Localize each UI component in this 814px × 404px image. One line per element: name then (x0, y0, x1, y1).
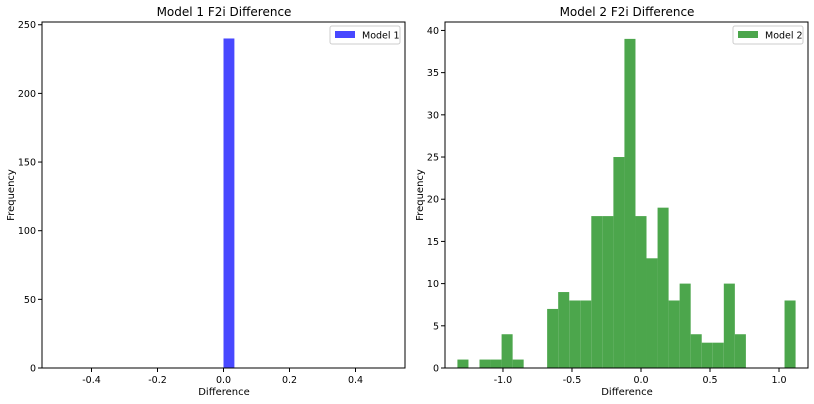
y-tick-label: 10 (427, 279, 439, 290)
y-axis-ticks: 0 5 10 15 20 25 30 35 40 (427, 26, 445, 375)
histogram-bar (558, 292, 570, 368)
histogram-bar (701, 342, 713, 368)
y-tick-label: 5 (433, 321, 439, 332)
histogram-bar (646, 258, 658, 368)
histogram-bar (734, 334, 746, 368)
legend-swatch (738, 31, 758, 38)
x-axis-ticks: -0.4 -0.2 0.0 0.2 0.4 (82, 368, 363, 386)
histogram-bar (512, 359, 524, 368)
histogram-bar (657, 207, 669, 368)
legend-box (732, 25, 804, 45)
x-tick-label: 0.5 (702, 375, 717, 386)
histogram-bar (679, 283, 691, 368)
x-tick-label: 0.0 (633, 375, 648, 386)
y-axis-label: Frequency (6, 169, 17, 221)
bar-group (457, 38, 796, 368)
histogram-bar (223, 38, 235, 368)
plot-frame (444, 21, 809, 369)
y-tick-label: 50 (24, 295, 36, 306)
y-axis-label: Frequency (415, 169, 426, 221)
y-tick-label: 35 (427, 68, 439, 79)
x-axis-label: Difference (601, 387, 653, 398)
histogram-bar (602, 216, 614, 368)
y-tick-label: 30 (427, 110, 439, 121)
legend: Model 2 (732, 25, 804, 45)
y-tick-label: 200 (18, 89, 36, 100)
x-tick-label: -0.4 (82, 375, 101, 386)
legend-label: Model 1 (362, 31, 400, 42)
x-tick-label: 0.2 (282, 375, 297, 386)
y-tick-label: 20 (427, 195, 439, 206)
histogram-bar (501, 334, 513, 368)
legend-label: Model 2 (765, 31, 803, 42)
x-tick-label: 0.0 (216, 375, 231, 386)
y-tick-label: 150 (18, 158, 36, 169)
histogram-bar (591, 216, 603, 368)
histogram-bar (479, 359, 491, 368)
chart-panel-model-2: Model 2 F2i Difference -1.0 -0.5 0.0 0.5 1.0… (415, 5, 809, 398)
chart-title: Model 2 F2i Difference (560, 5, 695, 19)
y-tick-label: 40 (427, 26, 439, 37)
histogram-bar (712, 342, 724, 368)
y-axis-ticks: 0 50 100 150 200 250 (18, 20, 42, 375)
legend-box (329, 25, 401, 45)
x-axis-ticks: -1.0 -0.5 0.0 0.5 1.0 (494, 368, 787, 386)
histogram-bar (580, 300, 592, 368)
histogram-bar (457, 359, 469, 368)
x-axis-label: Difference (198, 387, 250, 398)
y-tick-label: 15 (427, 237, 439, 248)
y-tick-label: 25 (427, 153, 439, 164)
histogram-bar (569, 300, 581, 368)
histogram-bar (613, 157, 625, 368)
histogram-bar (490, 359, 502, 368)
bar-group (223, 38, 235, 368)
x-tick-label: 0.4 (348, 375, 363, 386)
histogram-bar (668, 300, 680, 368)
histogram-bar (635, 216, 647, 368)
chart-title: Model 1 F2i Difference (157, 5, 292, 19)
histogram-bar (723, 283, 735, 368)
x-tick-label: -0.5 (563, 375, 582, 386)
y-tick-label: 250 (18, 20, 36, 31)
legend: Model 1 (329, 25, 401, 45)
y-tick-label: 100 (18, 226, 36, 237)
x-tick-label: 1.0 (771, 375, 786, 386)
histogram-bar (624, 38, 636, 368)
y-tick-label: 0 (433, 364, 439, 375)
histogram-bar (784, 300, 796, 368)
legend-swatch (335, 31, 355, 38)
histogram-bar (547, 308, 559, 368)
x-tick-label: -0.2 (148, 375, 167, 386)
x-tick-label: -1.0 (494, 375, 513, 386)
chart-panel-model-1: Model 1 F2i Difference -0.4 -0.2 0.0 0.2 0.4… (6, 5, 406, 398)
histogram-bar (690, 334, 702, 368)
y-tick-label: 0 (30, 364, 36, 375)
